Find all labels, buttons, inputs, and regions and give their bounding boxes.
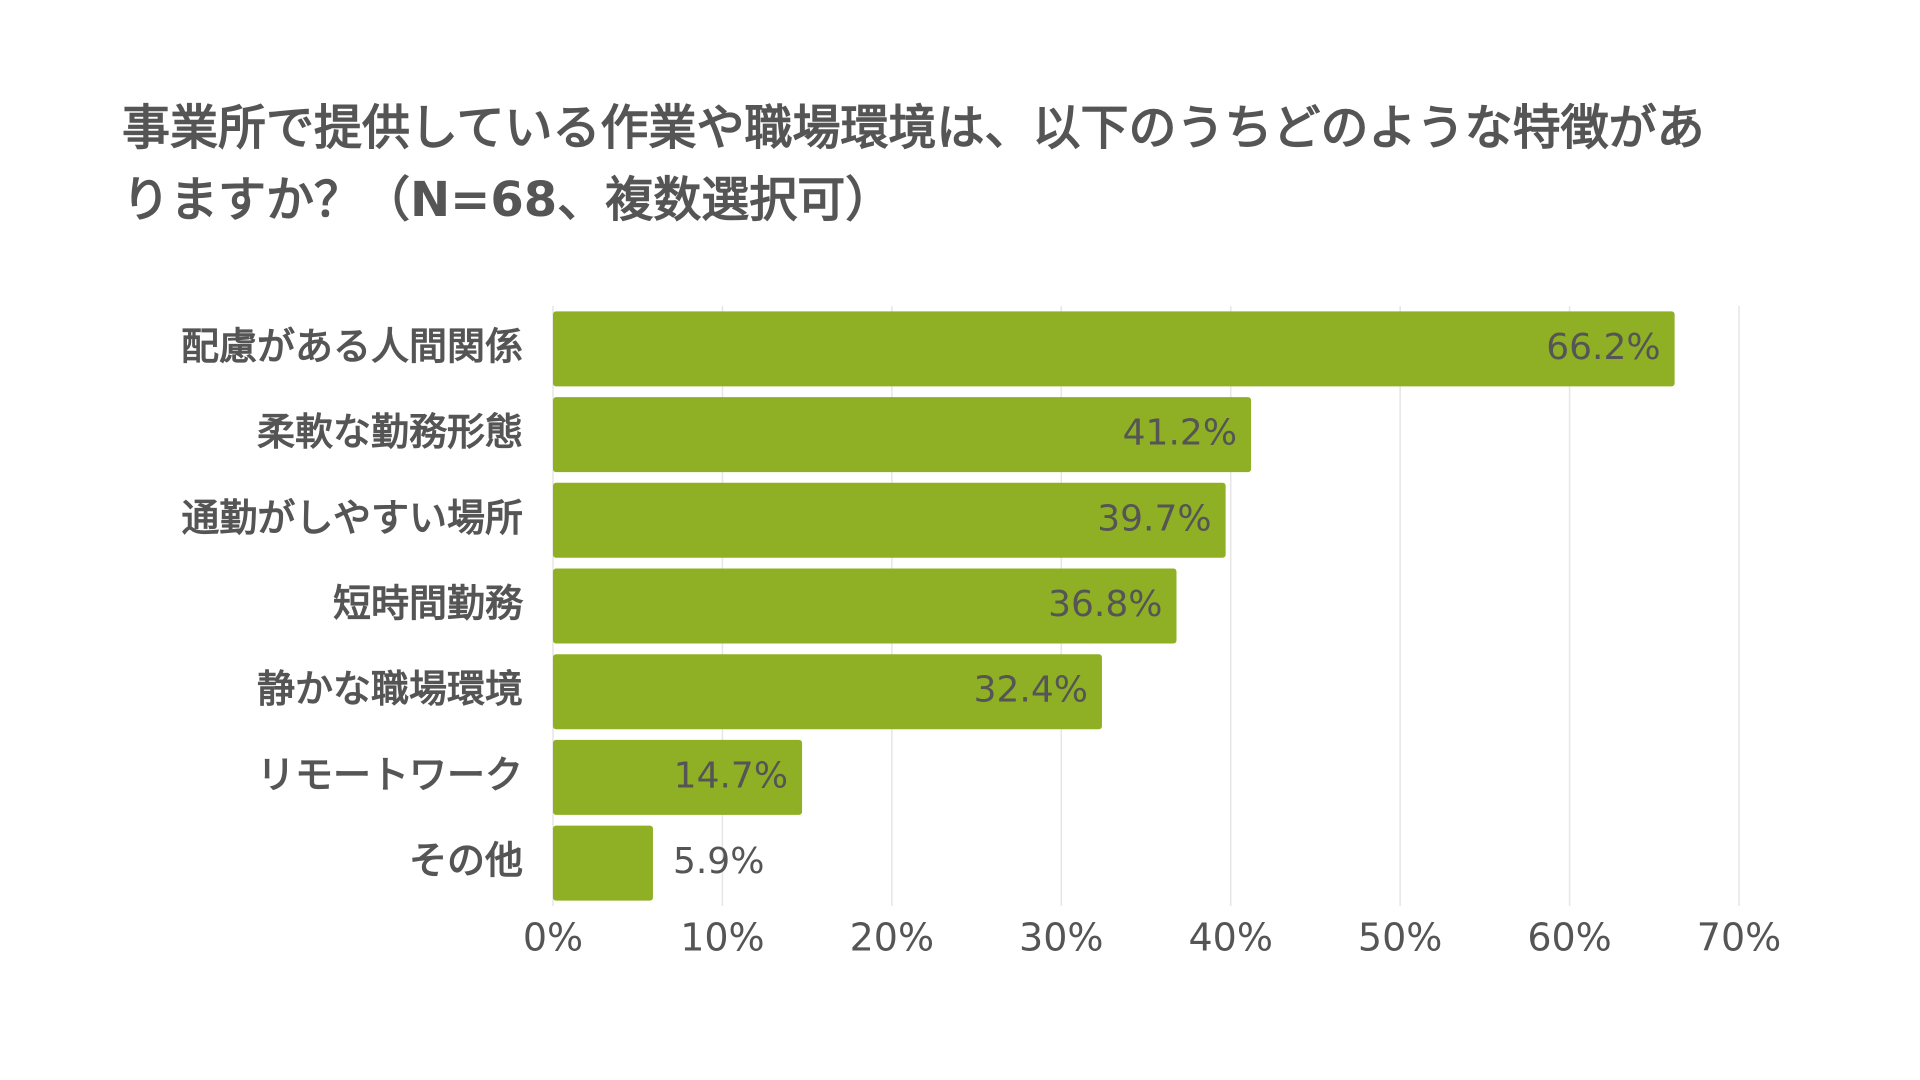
value-label: 5.9% bbox=[673, 841, 764, 882]
x-tick-label: 50% bbox=[1358, 916, 1442, 960]
bar bbox=[553, 825, 653, 901]
x-tick-label: 30% bbox=[1019, 916, 1103, 960]
x-tick-label: 0% bbox=[523, 916, 583, 960]
bar bbox=[553, 311, 1675, 387]
value-label: 36.8% bbox=[1048, 584, 1162, 625]
bar bbox=[553, 568, 1177, 644]
x-tick-label: 20% bbox=[850, 916, 934, 960]
x-tick-label: 60% bbox=[1527, 916, 1611, 960]
y-tick-label: その他 bbox=[409, 839, 523, 883]
y-tick-label: 静かな職場環境 bbox=[257, 667, 523, 711]
value-label: 39.7% bbox=[1097, 498, 1211, 539]
y-tick-label: 柔軟な勤務形態 bbox=[257, 410, 523, 454]
chart-title: 事業所で提供している作業や職場環境は、以下のうちどのような特徴がありますか？（N… bbox=[122, 100, 1705, 228]
value-label: 66.2% bbox=[1546, 327, 1660, 368]
y-tick-label: 短時間勤務 bbox=[333, 582, 524, 626]
bar bbox=[553, 397, 1252, 473]
y-tick-label: 配慮がある人間関係 bbox=[181, 324, 523, 368]
value-label: 14.7% bbox=[674, 755, 788, 796]
value-label: 41.2% bbox=[1123, 413, 1237, 454]
bar bbox=[553, 739, 803, 815]
y-tick-label: 通勤がしやすい場所 bbox=[181, 496, 523, 540]
bar bbox=[553, 482, 1226, 558]
x-tick-label: 40% bbox=[1188, 916, 1272, 960]
value-label: 32.4% bbox=[974, 670, 1088, 711]
x-tick-label: 70% bbox=[1697, 916, 1781, 960]
bar bbox=[553, 654, 1102, 730]
y-tick-label: リモートワーク bbox=[257, 753, 523, 797]
x-tick-label: 10% bbox=[680, 916, 764, 960]
